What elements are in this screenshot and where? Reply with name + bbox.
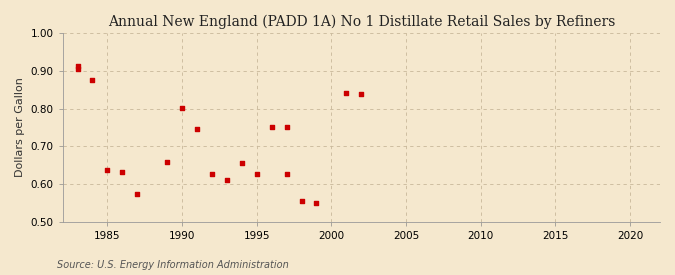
Point: [221, 177, 232, 182]
Point: [281, 125, 292, 129]
Point: [72, 64, 83, 68]
Point: [132, 192, 142, 196]
Point: [177, 106, 188, 110]
Y-axis label: Dollars per Gallon: Dollars per Gallon: [15, 78, 25, 177]
Point: [207, 172, 217, 176]
Point: [341, 91, 352, 95]
Point: [162, 160, 173, 164]
Title: Annual New England (PADD 1A) No 1 Distillate Retail Sales by Refiners: Annual New England (PADD 1A) No 1 Distil…: [107, 15, 615, 29]
Point: [311, 201, 322, 205]
Point: [251, 172, 262, 176]
Point: [117, 169, 128, 174]
Point: [356, 91, 367, 96]
Point: [72, 67, 83, 71]
Point: [87, 78, 98, 82]
Point: [296, 199, 307, 203]
Point: [281, 172, 292, 176]
Point: [102, 167, 113, 172]
Text: Source: U.S. Energy Information Administration: Source: U.S. Energy Information Administ…: [57, 260, 289, 270]
Point: [236, 161, 247, 166]
Point: [266, 125, 277, 129]
Point: [192, 127, 202, 132]
